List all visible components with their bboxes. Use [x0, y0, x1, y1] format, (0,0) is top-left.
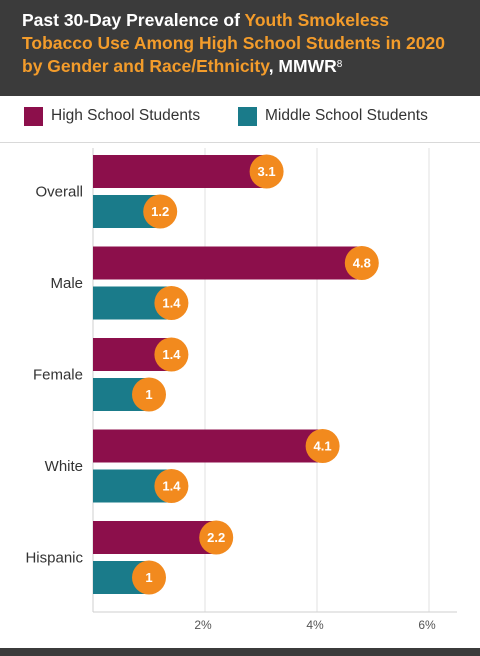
legend-swatch-middle-school [238, 107, 257, 126]
legend-swatch-high-school [24, 107, 43, 126]
category-label: Overall [35, 184, 83, 201]
data-label-badge [305, 429, 340, 463]
data-label-badge [132, 560, 166, 595]
data-label: 4.1 [314, 439, 332, 454]
data-label: 1.4 [162, 479, 181, 494]
bar-male-high-school [93, 246, 362, 280]
data-label-badge [143, 194, 178, 229]
title-text: Past 30-Day Prevalence of [22, 10, 245, 30]
bar-white-high-school [93, 429, 323, 463]
legend-label-middle-school: Middle School Students [265, 107, 428, 124]
bar-hispanic-high-school [93, 521, 217, 554]
category-label: Male [50, 275, 83, 292]
data-label-badge [199, 520, 234, 555]
chart-title: Past 30-Day Prevalence of Youth Smokeles… [22, 9, 462, 78]
x-tick-label: 2% [194, 618, 212, 632]
data-label-badge [249, 154, 284, 189]
x-tick-label: 6% [418, 618, 436, 632]
data-label-badge [132, 377, 166, 412]
data-label-badge [154, 286, 189, 320]
data-label: 1.4 [162, 347, 181, 362]
title-footnote-ref: 8 [336, 59, 343, 70]
legend-label-high-school: High School Students [51, 107, 201, 124]
data-label: 1 [145, 570, 152, 585]
title-highlight: Youth Smokeless Tobacco Use Among High S… [22, 10, 445, 76]
title-source: , MMWR [268, 56, 337, 76]
bar-overall-high-school [93, 155, 267, 188]
title-banner: Past 30-Day Prevalence of Youth Smokeles… [0, 0, 480, 96]
category-label: Female [33, 367, 83, 384]
x-tick-label: 4% [306, 618, 324, 632]
data-label-badge [344, 246, 379, 280]
data-label: 3.1 [258, 164, 276, 179]
data-label: 1.4 [162, 296, 181, 311]
data-label-badge [154, 337, 189, 372]
category-label: Hispanic [25, 550, 83, 567]
data-label: 4.8 [353, 256, 371, 271]
data-label: 2.2 [207, 530, 225, 545]
footer-bar [0, 648, 480, 656]
category-label: White [45, 458, 83, 475]
data-label: 1.2 [151, 204, 169, 219]
data-label-badge [154, 469, 189, 503]
legend-divider [0, 142, 480, 143]
data-label: 1 [145, 387, 152, 402]
